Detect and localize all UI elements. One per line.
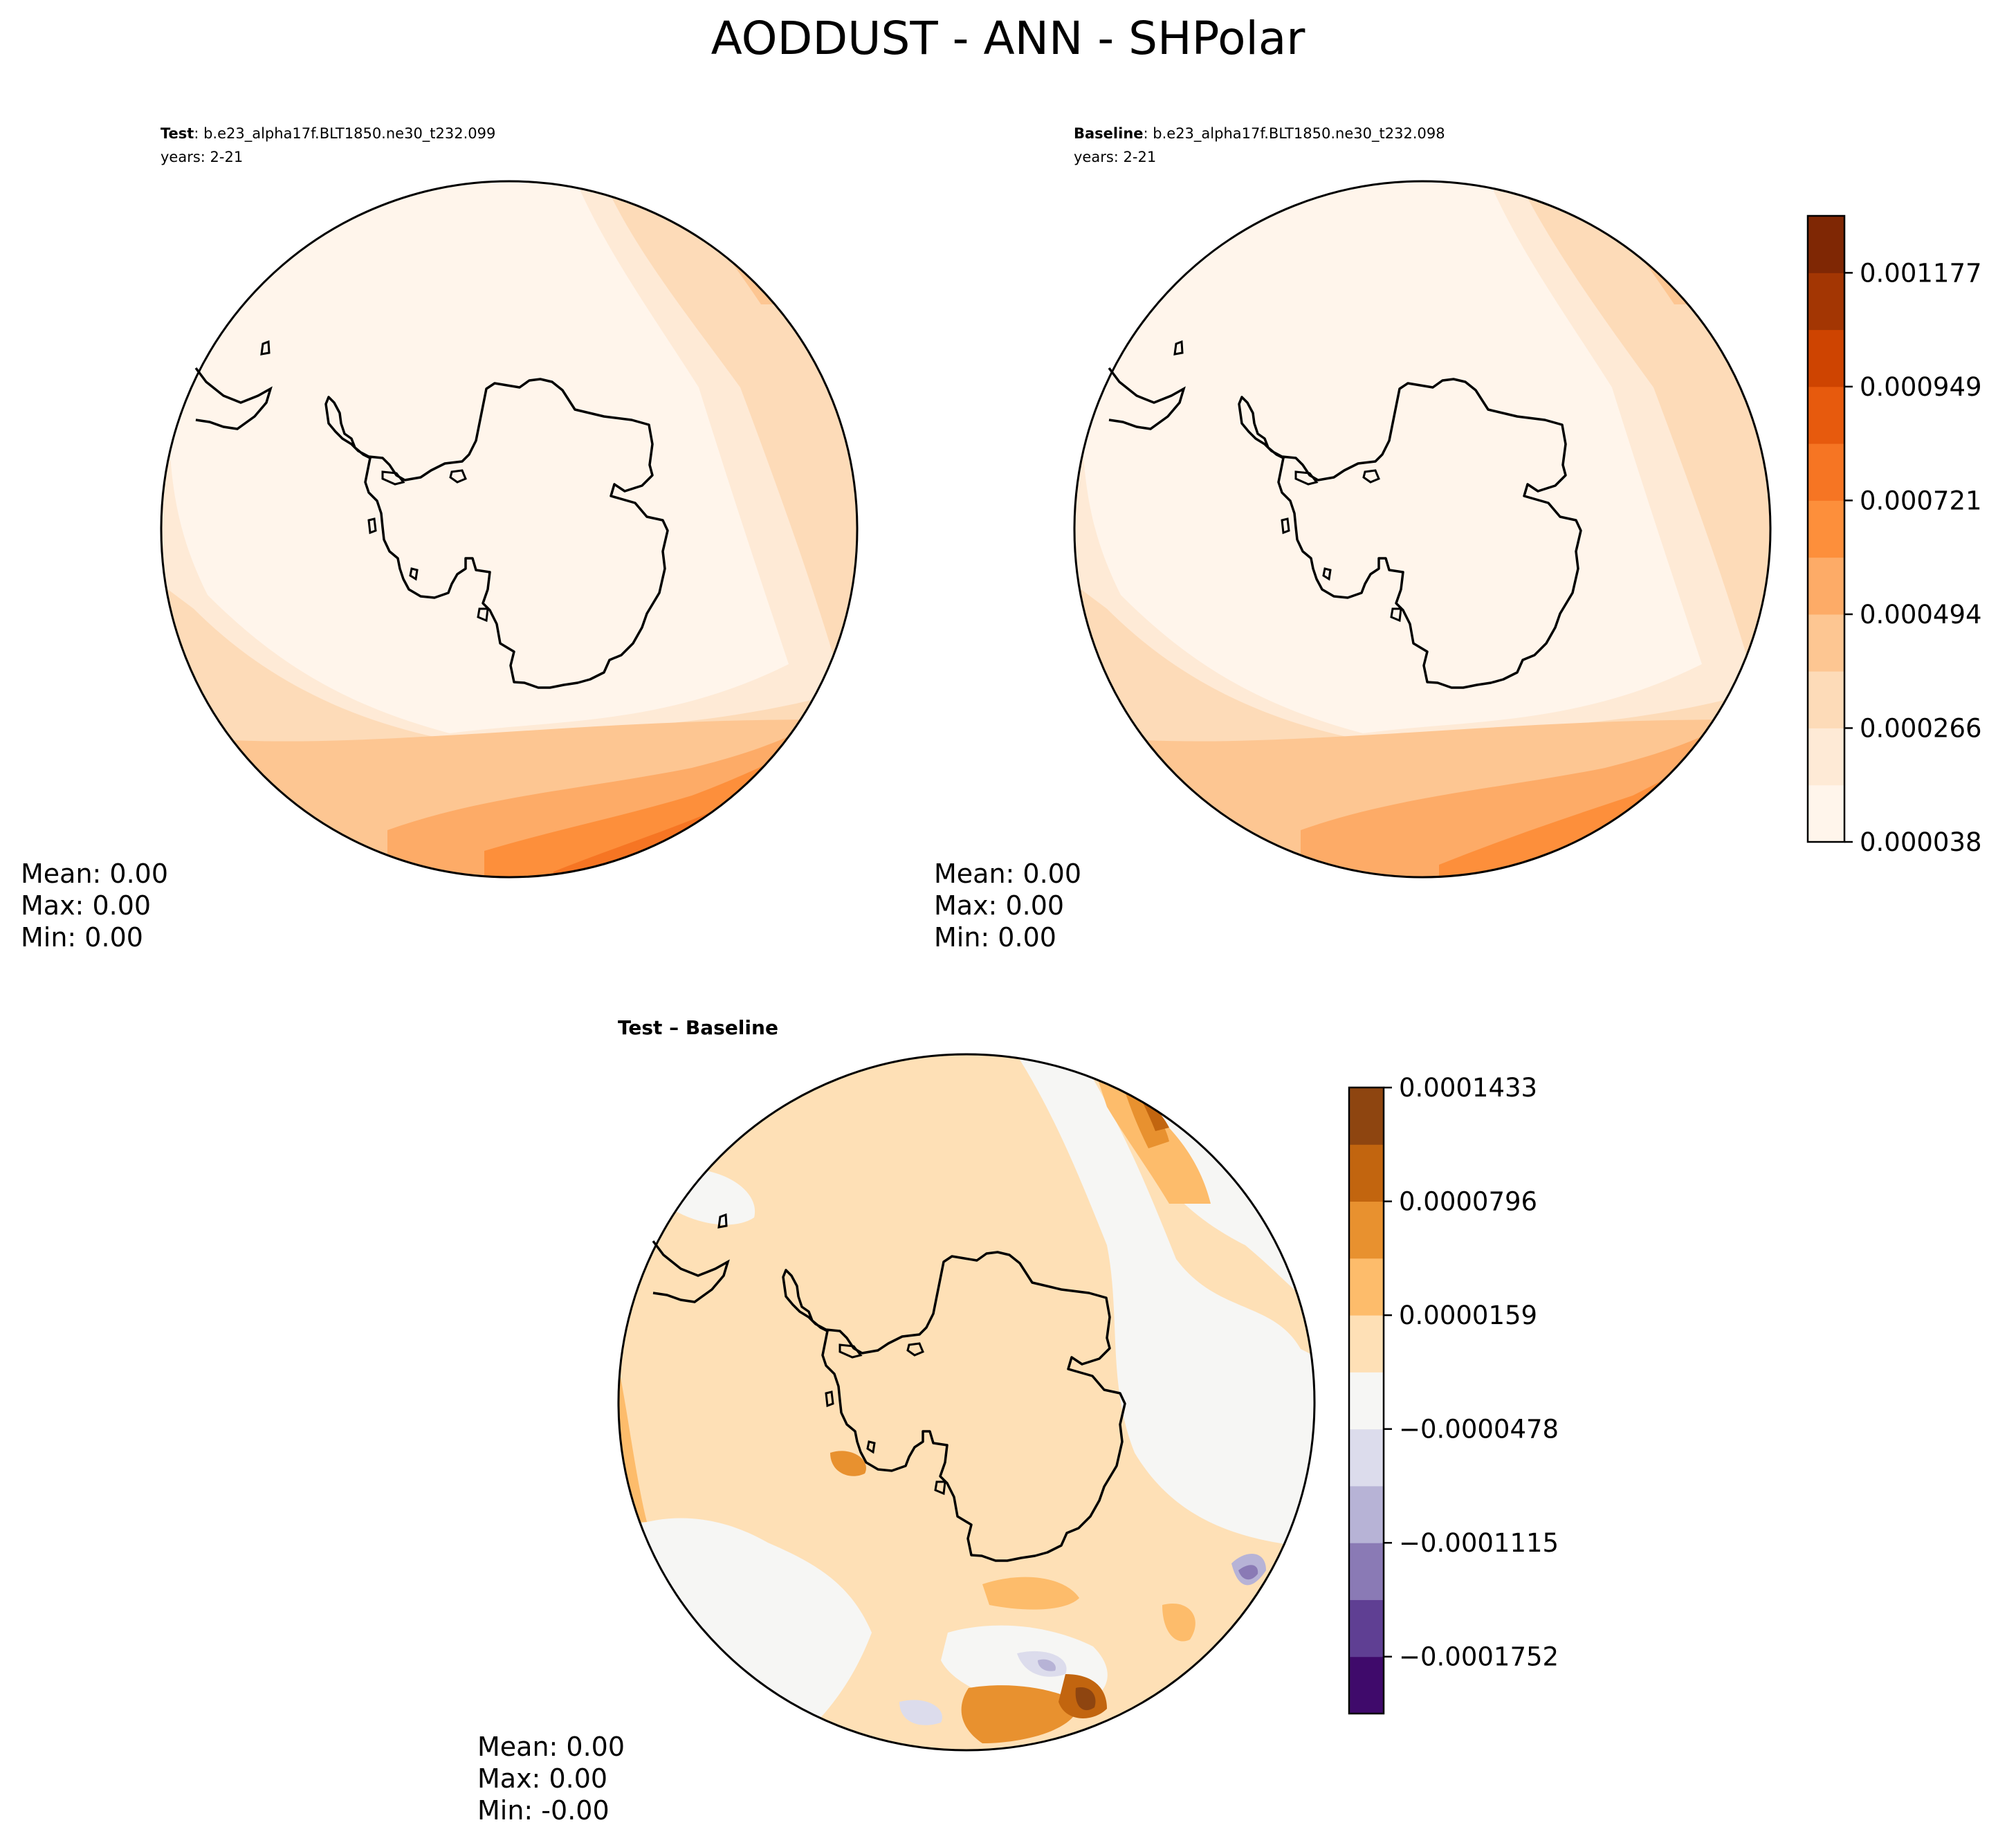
colorbar-diff-segment [1349, 1656, 1384, 1714]
colorbar-diff-segment [1349, 1087, 1384, 1145]
test-stat-mean: Mean: 0.00 [21, 859, 168, 889]
colorbar-main-tick-label: 0.001177 [1860, 258, 1982, 288]
colorbar-diff-segment [1349, 1485, 1384, 1543]
colorbar-main-segment [1808, 614, 1844, 672]
colorbar-main-segment [1808, 216, 1844, 273]
diff-stat-mean: Mean: 0.00 [477, 1732, 625, 1762]
test-stat-min: Min: 0.00 [21, 922, 143, 953]
svg-text:Baseline: b.e23_alpha17f.BLT18: Baseline: b.e23_alpha17f.BLT1850.ne30_t2… [1074, 125, 1445, 143]
test-case: : b.e23_alpha17f.BLT1850.ne30_t232.099 [194, 125, 495, 143]
colorbar-main-segment [1808, 784, 1844, 843]
baseline-map-field [1074, 181, 1770, 877]
colorbar-main: 0.000038 0.000266 0.000494 0.000721 0.000949… [1806, 214, 1982, 857]
diff-stat-min: Min: -0.00 [477, 1795, 610, 1826]
colorbar-diff-segment [1349, 1201, 1384, 1259]
colorbar-diff-segment [1349, 1144, 1384, 1202]
colorbar-diff-tick-label: 0.0000159 [1399, 1301, 1537, 1330]
colorbar-main-tick-label: 0.000949 [1860, 372, 1982, 402]
colorbar-diff-segment [1349, 1258, 1384, 1316]
test-label: Test [161, 125, 194, 142]
colorbar-main-segment [1808, 557, 1844, 615]
colorbar-diff-tick-label: −0.0001752 [1399, 1642, 1559, 1672]
colorbar-diff-segment [1349, 1429, 1384, 1487]
test-map-field [161, 181, 857, 877]
colorbar-main-frame [1806, 214, 1846, 843]
diff-stat-max: Max: 0.00 [477, 1763, 607, 1794]
colorbar-main-segment [1808, 273, 1844, 331]
baseline-stat-mean: Mean: 0.00 [934, 859, 1081, 889]
colorbar-diff-tick-label: 0.0001433 [1399, 1073, 1537, 1103]
colorbar-main-segment [1808, 671, 1844, 728]
diff-panel: Test – Baseline [477, 1016, 1316, 1826]
baseline-label: Baseline [1074, 125, 1144, 142]
baseline-stat-min: Min: 0.00 [934, 922, 1056, 953]
colorbar-main-tick-label: 0.000266 [1860, 713, 1982, 743]
colorbar-diff-segment [1349, 1599, 1384, 1658]
colorbar-main-segment [1808, 329, 1844, 387]
colorbar-diff-tick-label: −0.0001115 [1399, 1528, 1559, 1558]
baseline-years: years: 2-21 [1074, 149, 1156, 165]
svg-text:Test: b.e23_alpha17f.BLT1850.n: Test: b.e23_alpha17f.BLT1850.ne30_t232.0… [161, 125, 495, 143]
test-map-boundary [160, 180, 859, 879]
diff-map-boundary [617, 1053, 1316, 1752]
colorbar-diff: −0.0001752 −0.0001115 −0.0000478 0.0000159 0… [1348, 1073, 1559, 1715]
diff-label: Test – Baseline [618, 1016, 778, 1039]
colorbar-diff-frame [1348, 1086, 1385, 1715]
colorbar-main-segment [1808, 443, 1844, 501]
colorbar-diff-tick-label: −0.0000478 [1399, 1415, 1559, 1444]
test-stat-max: Max: 0.00 [21, 890, 151, 921]
colorbar-main-tick-label: 0.000494 [1860, 600, 1982, 630]
colorbar-diff-segment [1349, 1543, 1384, 1600]
baseline-stat-max: Max: 0.00 [934, 890, 1064, 921]
colorbar-diff-segment [1349, 1372, 1384, 1430]
baseline-case: : b.e23_alpha17f.BLT1850.ne30_t232.098 [1144, 125, 1445, 143]
figure-title: AODDUST - ANN - SHPolar [711, 12, 1306, 65]
test-panel: Test: b.e23_alpha17f.BLT1850.ne30_t232.0… [21, 125, 859, 953]
diff-map-field [618, 1054, 1314, 1750]
baseline-panel: Baseline: b.e23_alpha17f.BLT1850.ne30_t2… [934, 125, 1772, 953]
colorbar-main-tick-label: 0.000721 [1860, 486, 1982, 515]
baseline-map-boundary [1073, 180, 1772, 879]
colorbar-main-segment [1808, 386, 1844, 444]
colorbar-main-tick-label: 0.000038 [1860, 827, 1982, 857]
colorbar-main-segment [1808, 500, 1844, 558]
colorbar-main-segment [1808, 728, 1844, 786]
colorbar-diff-segment [1349, 1315, 1384, 1373]
colorbar-diff-tick-label: 0.0000796 [1399, 1187, 1537, 1217]
test-years: years: 2-21 [161, 149, 243, 165]
